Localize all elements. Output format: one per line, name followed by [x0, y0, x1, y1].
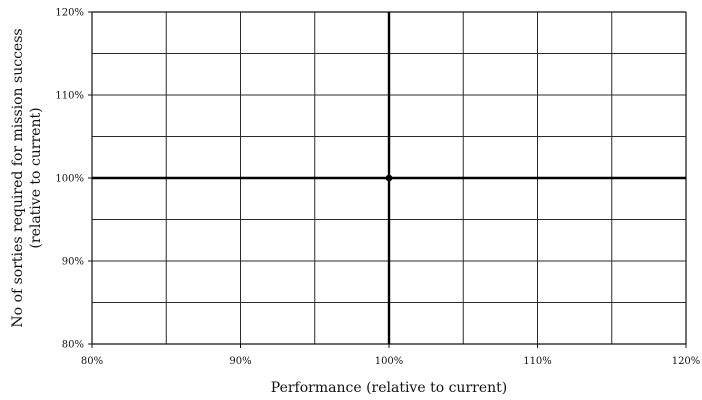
data-point-0 [385, 174, 393, 182]
y-tick-labels: 80% 90% 100% 110% 120% [55, 8, 84, 351]
x-tick-label-0: 80% [81, 356, 103, 367]
x-axis-title: Performance (relative to current) [271, 380, 507, 396]
x-tick-label-4: 120% [672, 356, 701, 367]
y-axis-title-line-1: No of sorties required for mission succe… [10, 28, 26, 327]
x-tick-label-3: 110% [523, 356, 552, 367]
y-tick-label-4: 120% [55, 8, 84, 19]
x-tick-label-2: 100% [375, 356, 404, 367]
y-axis-title-line-2: (relative to current) [28, 107, 44, 248]
y-tick-label-2: 100% [55, 174, 84, 185]
y-axis-title: No of sorties required for mission succe… [10, 28, 44, 327]
y-tick-label-3: 110% [55, 91, 84, 102]
y-tick-label-1: 90% [62, 257, 84, 268]
data-points [385, 174, 393, 182]
x-tick-label-1: 90% [229, 356, 251, 367]
x-tick-labels: 80% 90% 100% 110% 120% [81, 356, 700, 367]
y-tick-label-0: 80% [62, 340, 84, 351]
